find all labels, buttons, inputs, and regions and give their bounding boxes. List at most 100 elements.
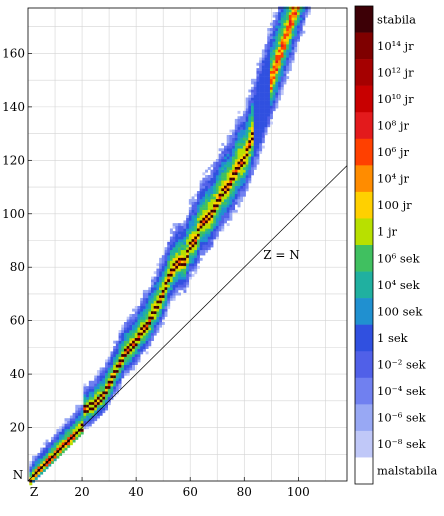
nuclide-cell <box>96 404 100 408</box>
nuclide-cell <box>296 22 300 26</box>
nuclide-cell <box>210 199 214 202</box>
nuclide-cell <box>221 196 225 200</box>
nuclide-cell <box>48 460 52 464</box>
nuclide-cell <box>245 183 249 186</box>
nuclide-cell <box>45 466 49 470</box>
nuclide-cell <box>232 164 236 168</box>
nuclide-cell <box>240 134 244 138</box>
nuclide-cell <box>99 396 103 400</box>
nuclide-cell <box>194 265 198 269</box>
nuclide-cell <box>102 399 106 403</box>
nuclide-cell <box>240 156 244 160</box>
nuclide-cell <box>102 410 106 414</box>
colorbar-swatch <box>355 32 373 60</box>
nuclide-cell <box>123 338 127 341</box>
nuclide-cell <box>275 14 279 18</box>
nuclide-cell <box>218 223 222 227</box>
nuclide-cell <box>59 444 63 448</box>
stable-nuclide <box>115 370 119 373</box>
nuclide-cell <box>161 313 165 317</box>
nuclide-cell <box>223 164 227 168</box>
nuclide-cell <box>213 217 217 221</box>
nuclide-cell <box>251 134 254 138</box>
nuclide-cell <box>299 20 303 23</box>
nuclide-cell <box>161 292 165 296</box>
nuclide-cell <box>156 281 160 285</box>
nuclide-cell <box>205 191 209 194</box>
nuclide-cell <box>283 46 287 50</box>
nuclide-cell <box>248 89 252 93</box>
nuclide-cell <box>291 54 295 58</box>
nuclide-cell <box>207 188 211 192</box>
nuclide-cell <box>234 134 238 138</box>
nuclide-cell <box>169 263 173 267</box>
nuclide-cell <box>99 380 103 384</box>
nuclide-cell <box>202 188 206 192</box>
stable-nuclide <box>191 239 195 242</box>
nuclide-cell <box>145 308 149 312</box>
nuclide-cell <box>151 330 154 333</box>
colorbar-label: 100 jr <box>377 198 412 212</box>
nuclide-cell <box>240 188 244 192</box>
nuclide-cell <box>291 28 295 31</box>
nuclide-cell <box>59 450 63 454</box>
nuclide-cell <box>175 233 179 237</box>
nuclide-cell <box>218 183 222 186</box>
nuclide-cell <box>172 273 176 277</box>
nuclide-cell <box>105 359 108 363</box>
nuclide-cell <box>140 311 144 315</box>
nuclide-cell <box>134 354 138 357</box>
nuclide-cell <box>259 70 263 74</box>
nuclide-cell <box>161 300 165 304</box>
nuclide-cell <box>83 396 87 400</box>
stable-nuclide <box>167 279 170 282</box>
nuclide-cell <box>259 78 263 82</box>
nuclide-cell <box>215 164 219 168</box>
nuclide-cell <box>207 241 211 245</box>
nuclide-cell <box>248 180 252 184</box>
nuclide-cell <box>280 20 284 23</box>
nuclide-cell <box>175 241 179 245</box>
nuclide-cell <box>142 348 146 352</box>
nuclide-cell <box>237 121 241 125</box>
nuclide-cell <box>91 383 95 387</box>
nuclide-cell <box>202 225 206 229</box>
nuclide-cell <box>210 183 214 186</box>
nuclide-cell <box>110 356 114 360</box>
nuclide-cell <box>305 14 309 18</box>
nuclide-cell <box>226 212 230 216</box>
nuclide-cell <box>261 94 265 98</box>
nuclide-cell <box>194 271 198 275</box>
nuclide-cell <box>118 335 122 339</box>
stable-nuclide <box>178 257 181 261</box>
nuclide-cell <box>218 164 222 168</box>
nuclide-cell <box>264 97 268 101</box>
nuclide-cell <box>132 356 136 360</box>
nuclide-cell <box>259 105 263 109</box>
nuclide-cell <box>205 244 209 248</box>
nuclide-cell <box>251 108 254 112</box>
nuclide-cell <box>140 303 144 307</box>
nuclide-cell <box>256 132 260 136</box>
nuclide-cell <box>50 450 54 454</box>
nuclide-cell <box>96 380 100 384</box>
nuclide-cell <box>126 332 130 336</box>
nuclide-cell <box>229 209 233 213</box>
stable-nuclide <box>188 247 192 250</box>
nuclide-cell <box>199 196 203 200</box>
nuclide-cell <box>261 145 265 149</box>
nuclide-cell <box>218 156 222 160</box>
nuclide-cell <box>259 60 263 64</box>
nuclide-cell <box>269 94 273 98</box>
nuclide-cell <box>223 148 227 152</box>
nuclide-cell <box>269 121 273 125</box>
nuclide-cell <box>202 239 206 243</box>
nuclide-cell <box>253 140 257 144</box>
nuclide-cell <box>215 207 219 211</box>
nuclide-cell <box>296 12 300 15</box>
nuclide-cell <box>167 297 171 301</box>
nuclide-cell <box>140 300 144 304</box>
nuclide-cell <box>223 199 227 202</box>
nuclide-cell <box>83 426 87 430</box>
nuclide-cell <box>142 295 146 299</box>
